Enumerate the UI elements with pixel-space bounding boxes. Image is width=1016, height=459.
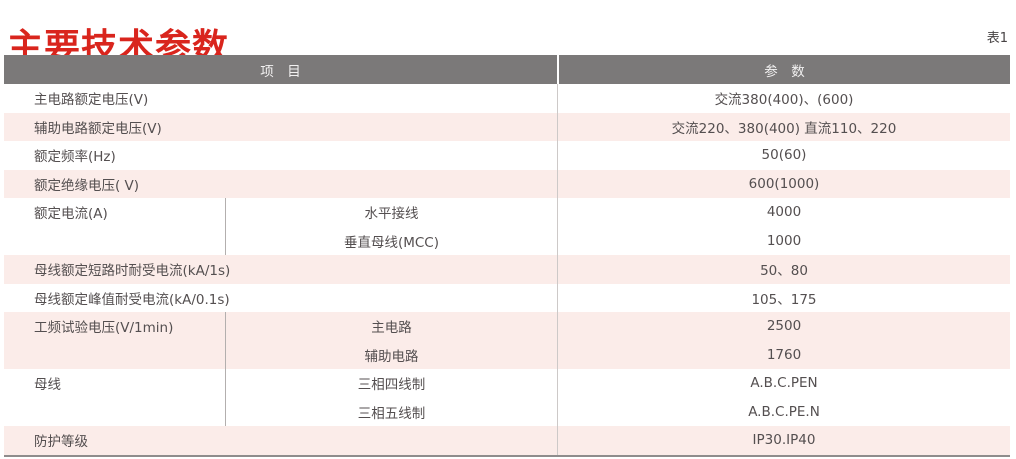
row-sublabel: 水平接线 [364, 206, 419, 223]
row-value: IP30.IP40 [557, 426, 1010, 455]
row-value: 600(1000) [557, 169, 1010, 198]
table-row: 母线 三相四线制三相五线制 A.B.C.PEN A.B.C.PE.N [4, 369, 1010, 426]
table-row: 额定频率(Hz) 50(60) [4, 141, 1010, 170]
row-sublabels: 水平接线垂直母线(MCC) [225, 198, 557, 255]
row-label: 防护等级 [34, 434, 88, 451]
table-row: 防护等级 IP30.IP40 [4, 426, 1010, 455]
row-sublabel: 辅助电路 [364, 348, 419, 365]
row-value: 交流380(400)、(600) [557, 84, 1010, 113]
table-row: 主电路额定电压(V) 交流380(400)、(600) [4, 84, 1010, 113]
table-number-tag: 表1 [986, 31, 1008, 46]
table-row: 额定电流(A) 水平接线垂直母线(MCC) 4000 1000 [4, 198, 1010, 255]
row-label: 工频试验电压(V/1min) [34, 320, 174, 337]
row-value: 交流220、380(400) 直流110、220 [557, 112, 1010, 141]
row-values: 2500 1760 [557, 312, 1010, 369]
row-label: 额定频率(Hz) [34, 149, 116, 166]
row-sublabel: 垂直母线(MCC) [343, 234, 440, 251]
row-label: 额定绝缘电压( V) [34, 177, 140, 194]
table-row: 母线额定短路时耐受电流(kA/1s) 50、80 [4, 255, 1010, 284]
table-body: 主电路额定电压(V) 交流380(400)、(600) 辅助电路额定电压(V) 交流2… [4, 84, 1010, 455]
row-value: 50、80 [557, 255, 1010, 284]
row-value: 105、175 [557, 283, 1010, 312]
row-label: 辅助电路额定电压(V) [34, 120, 162, 137]
row-sublabels: 三相四线制三相五线制 [225, 369, 557, 426]
table-row: 母线额定峰值耐受电流(kA/0.1s) 105、175 [4, 283, 1010, 312]
row-label: 母线额定峰值耐受电流(kA/0.1s) [34, 291, 230, 308]
table-row: 辅助电路额定电压(V) 交流220、380(400) 直流110、220 [4, 112, 1010, 141]
row-value: 4000 [766, 204, 802, 221]
row-sublabel: 主电路 [371, 320, 412, 337]
column-header-param: 参 数 [557, 55, 1010, 84]
row-sublabels: 主电路 辅助电路 [225, 312, 557, 369]
row-value: 1760 [766, 346, 802, 363]
row-sublabel: 三相四线制 [357, 377, 426, 394]
row-value: 2500 [766, 318, 802, 335]
table-row: 额定绝缘电压( V) 600(1000) [4, 169, 1010, 198]
row-label: 母线额定短路时耐受电流(kA/1s) [34, 263, 231, 280]
row-values: 4000 1000 [557, 198, 1010, 255]
row-value: 1000 [766, 232, 802, 249]
parameters-table: 项 目 参 数 主电路额定电压(V) 交流380(400)、(600) 辅助电路额定… [4, 55, 1010, 457]
row-values: A.B.C.PEN A.B.C.PE.N [557, 369, 1010, 426]
table-header-row: 项 目 参 数 [4, 55, 1010, 84]
table-row: 工频试验电压(V/1min) 主电路辅助电路 2500 1760 [4, 312, 1010, 369]
column-header-item: 项 目 [260, 63, 301, 80]
row-value: A.B.C.PE.N [748, 403, 820, 420]
row-label: 母线 [34, 377, 61, 394]
row-value: 50(60) [557, 141, 1010, 170]
row-sublabel: 三相五线制 [357, 405, 426, 422]
row-value: A.B.C.PEN [750, 375, 818, 392]
row-label: 额定电流(A) [34, 206, 108, 223]
row-label: 主电路额定电压(V) [34, 92, 149, 109]
